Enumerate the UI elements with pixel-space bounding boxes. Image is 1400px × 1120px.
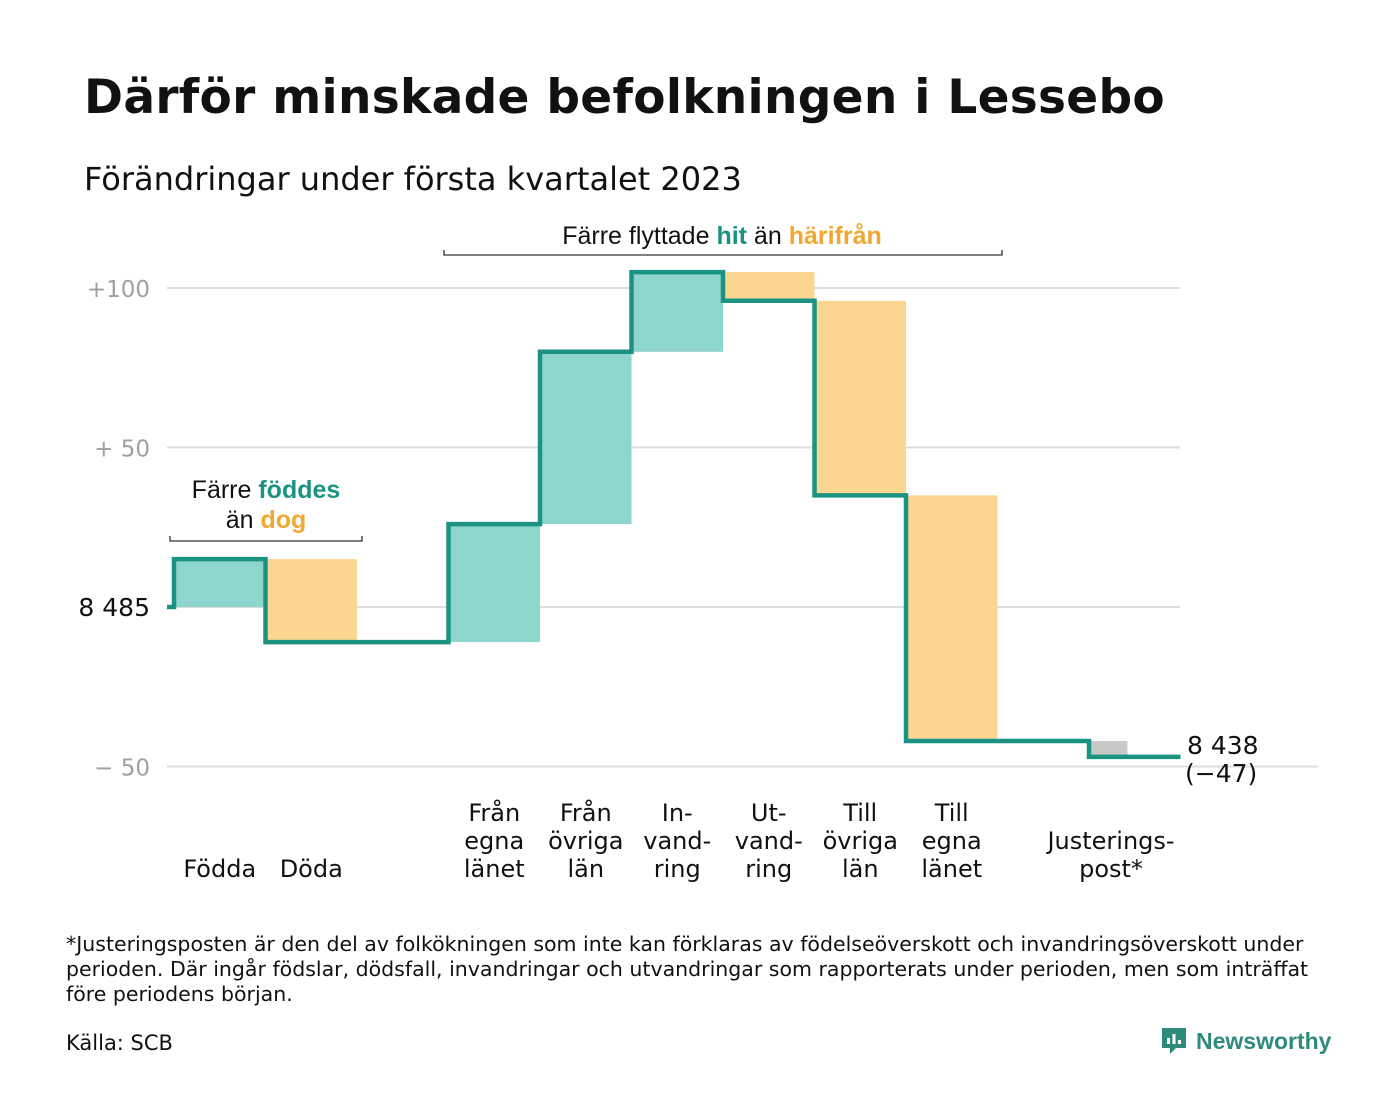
brand-logo: Newsworthy [1160, 1026, 1331, 1056]
grid-layer [167, 287, 1318, 768]
annotation-highlight-orange: dog [260, 506, 306, 534]
bar-invandring [631, 272, 723, 352]
annotation-text: än [226, 506, 261, 534]
y-tick-label: + 50 [94, 437, 150, 463]
bar-justeringspost [1089, 740, 1128, 757]
bar-utvandring [723, 272, 815, 301]
footnote: *Justeringsposten är den del av folkökni… [66, 932, 1309, 1006]
bar-fodda [174, 559, 266, 607]
annotation-migration: Färre flyttade hit än härifrån [562, 222, 882, 250]
brand-name: Newsworthy [1196, 1027, 1332, 1054]
category-label-justeringspost: Justerings- [1045, 827, 1174, 855]
annotation-text: Färre flyttade [562, 222, 716, 250]
annotation-births-deaths-line1: Färre föddes [192, 476, 341, 504]
annotation-text: Färre [192, 476, 259, 504]
bar-fran-egna-lanet [448, 524, 540, 643]
category-label-till-egna-lanet: egna [922, 827, 982, 855]
cumulative-step-line [167, 269, 1181, 760]
category-label-invandring: In- [662, 799, 693, 827]
source-note: Källa: SCB [66, 1031, 173, 1055]
category-label-till-ovriga-lan: län [842, 855, 879, 883]
category-label-utvandring: ring [745, 855, 792, 883]
category-label-fran-ovriga-lan: Från [560, 798, 612, 827]
category-label-utvandring: vand- [735, 827, 803, 855]
category-label-till-ovriga-lan: övriga [823, 827, 898, 855]
chart-subtitle: Förändringar under första kvartalet 2023 [84, 160, 742, 198]
annotation-highlight-orange: härifrån [789, 222, 882, 250]
newsworthy-logo-icon [1162, 1028, 1186, 1054]
y-tick-label: − 50 [94, 756, 150, 782]
category-label-fodda: Födda [183, 855, 256, 883]
category-label-invandring: ring [654, 855, 701, 883]
end-change-label: (−47) [1185, 759, 1257, 788]
bar-fran-ovriga-lan [540, 351, 632, 525]
category-labels: Födda DödaFrånegnalänetFrånövrigalänIn-va… [183, 798, 1174, 883]
category-label-till-egna-lanet: länet [921, 855, 982, 883]
category-label-invandring: vand- [643, 827, 711, 855]
y-tick-label: +100 [87, 277, 150, 303]
category-label-till-ovriga-lan: Till [842, 799, 877, 827]
chart-title: Därför minskade befolkningen i Lessebo [84, 70, 1166, 125]
category-label-utvandring: Ut- [751, 799, 787, 827]
line-layer [167, 269, 1181, 760]
category-label-fran-ovriga-lan: övriga [548, 827, 623, 855]
category-label-justeringspost: post* [1079, 855, 1143, 883]
end-value-label: 8 438 [1187, 731, 1259, 760]
annotation-highlight-teal: föddes [258, 476, 340, 504]
annotation-bracket-births-deaths [169, 536, 363, 542]
start-value-label: 8 485 [78, 593, 150, 622]
category-label-fran-egna-lanet: Från [468, 798, 520, 827]
annotation-bracket-migration [443, 250, 1003, 256]
annotation-text: än [747, 222, 789, 250]
annotation-births-deaths-line2: än dog [226, 506, 307, 534]
bar-till-ovriga-lan [814, 300, 906, 496]
end-label: 8 438(−47) [1185, 731, 1259, 788]
category-label-doda: Döda [280, 855, 343, 883]
category-label-till-egna-lanet: Till [934, 799, 969, 827]
waterfall-chart: +100 + 50 8 485 − 50 8 438(−47) Födda Döda Fr… [78, 222, 1318, 883]
category-label-fran-egna-lanet: egna [464, 827, 524, 855]
bar-doda [265, 559, 357, 643]
bar-till-egna-lanet [906, 495, 998, 741]
annotation-highlight-teal: hit [716, 222, 747, 250]
category-label-fran-ovriga-lan: län [567, 855, 604, 883]
category-label-fran-egna-lanet: länet [464, 855, 525, 883]
bars-layer [174, 272, 1128, 757]
tick-labels: +100 + 50 8 485 − 50 [78, 277, 150, 782]
